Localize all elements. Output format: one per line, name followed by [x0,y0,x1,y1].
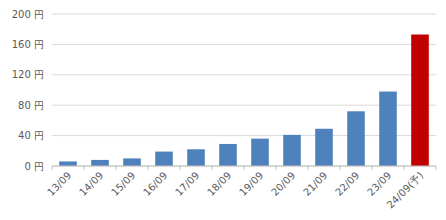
bar [347,111,365,166]
x-tick-label: 20/09 [269,170,297,198]
x-tick [340,166,341,170]
grid-line [52,135,436,136]
x-tick-label: 24/09(予) [385,170,426,211]
bar [315,129,333,166]
bar [155,152,173,166]
x-tick-label: 13/09 [45,170,73,198]
bars [59,35,429,166]
x-tick [148,166,149,170]
bar [219,144,237,166]
x-tick-label: 18/09 [205,170,233,198]
bar [123,158,141,166]
x-tick [180,166,181,170]
bar [59,161,77,166]
x-tick-label: 23/09 [365,170,393,198]
y-tick-label: 0 円 [24,161,44,172]
x-tick-label: 16/09 [141,170,169,198]
chart: 0 円 40 円 80 円 120 円 160 円 200 円 13/0914/0915/0… [0,0,446,220]
bar [251,139,269,166]
x-tick [404,166,405,170]
x-tick-label: 15/09 [109,170,137,198]
x-tick-label: 19/09 [237,170,265,198]
x-tick [84,166,85,170]
bar [91,160,109,166]
x-tick [244,166,245,170]
bar [379,92,397,166]
x-tick [276,166,277,170]
x-tick-label: 17/09 [173,170,201,198]
y-tick-label: 80 円 [18,100,44,111]
x-tick-label: 21/09 [301,170,329,198]
bar [187,149,205,166]
x-tick [436,166,437,170]
x-tick [308,166,309,170]
x-tick [52,166,53,170]
y-tick-label: 200 円 [12,9,44,20]
y-tick-label: 160 円 [12,39,44,50]
y-tick-label: 40 円 [18,130,44,141]
x-tick-label: 14/09 [77,170,105,198]
grid-line [52,44,436,45]
bar [411,35,429,166]
x-tick [116,166,117,170]
y-tick-label: 120 円 [12,69,44,80]
grid-line [52,74,436,75]
bar [283,135,301,166]
grid-line [52,105,436,106]
chart-container: 0 円 40 円 80 円 120 円 160 円 200 円 13/0914/0915/0… [0,0,446,220]
x-tick [212,166,213,170]
grid-line [52,14,436,15]
x-tick-label: 22/09 [333,170,361,198]
x-tick [372,166,373,170]
